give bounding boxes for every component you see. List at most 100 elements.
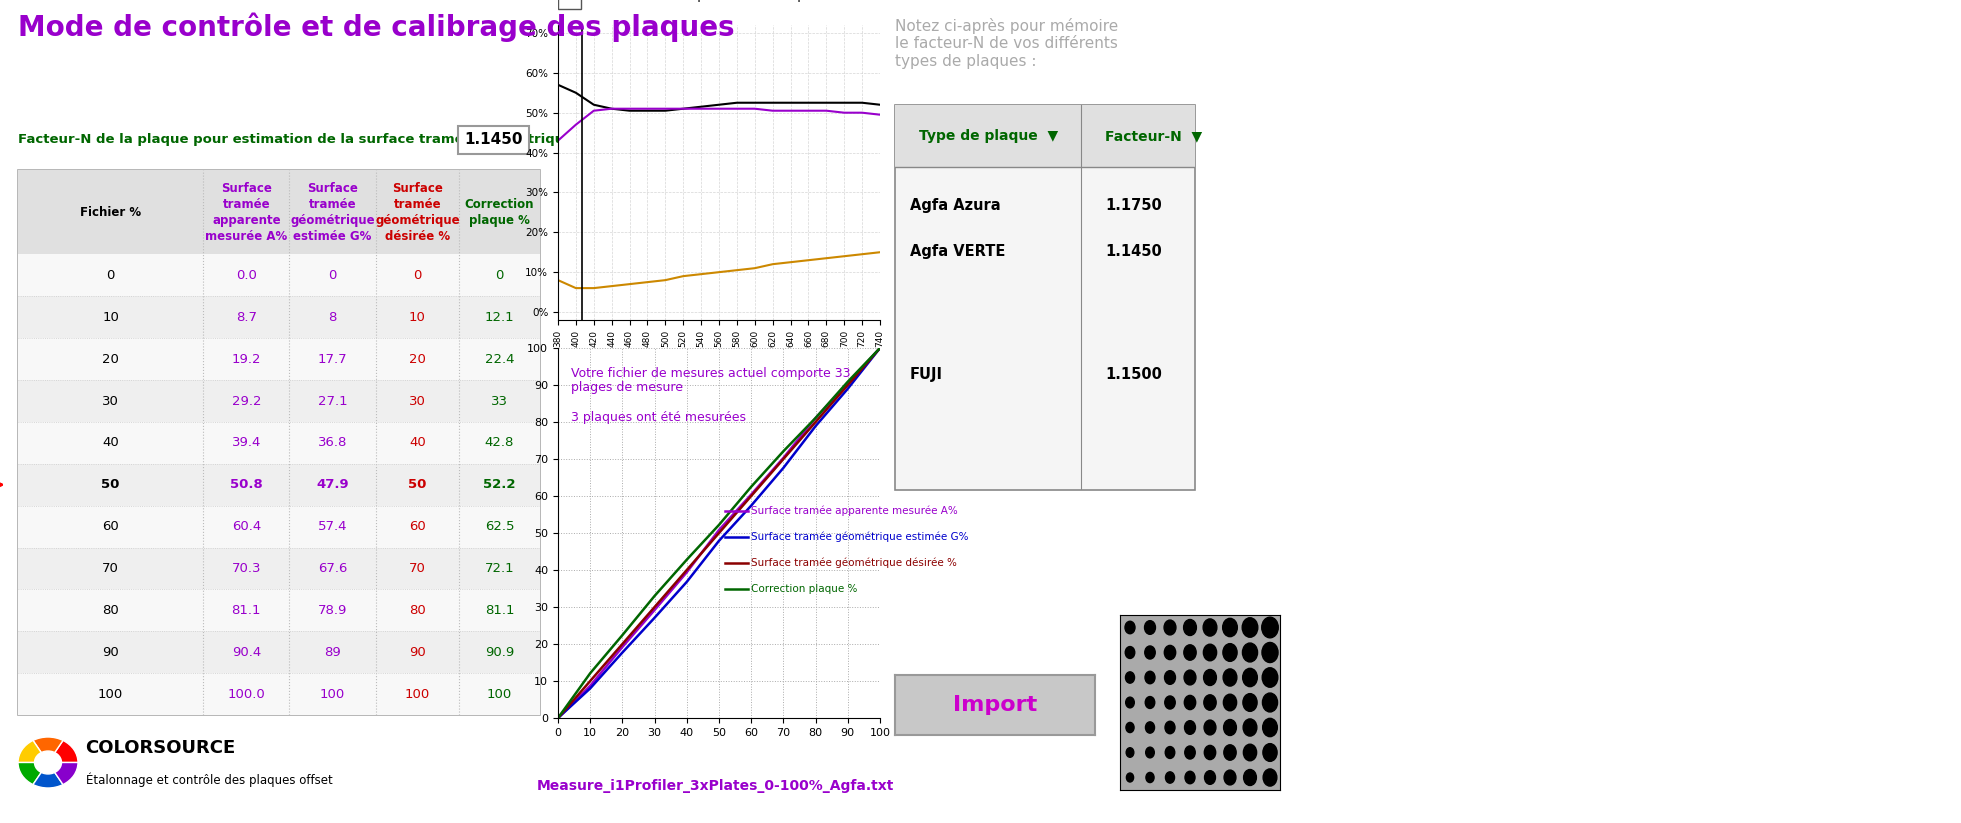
Circle shape <box>1204 669 1216 686</box>
Circle shape <box>1224 745 1235 760</box>
Circle shape <box>1184 695 1196 709</box>
Text: 50.8: 50.8 <box>229 478 263 491</box>
Text: 10: 10 <box>410 311 426 323</box>
Text: Plaque 100 %: Plaque 100 % <box>675 0 761 2</box>
Circle shape <box>1224 695 1237 711</box>
Circle shape <box>1243 694 1257 711</box>
Circle shape <box>1126 697 1133 708</box>
Text: Surface
tramée
apparente
mesurée A%: Surface tramée apparente mesurée A% <box>206 182 288 243</box>
Text: 57.4: 57.4 <box>318 520 347 533</box>
Text: 29.2: 29.2 <box>231 394 261 407</box>
Circle shape <box>1204 770 1216 784</box>
Circle shape <box>1145 621 1155 635</box>
Circle shape <box>1263 643 1279 663</box>
Text: 33: 33 <box>490 394 508 407</box>
Circle shape <box>1184 771 1194 783</box>
Text: Agfa Azura: Agfa Azura <box>910 198 1000 212</box>
Text: 39.4: 39.4 <box>231 436 261 449</box>
Bar <box>18 254 539 296</box>
Text: Import: Import <box>953 695 1037 715</box>
Text: 8.7: 8.7 <box>235 311 257 323</box>
Text: 8: 8 <box>327 311 337 323</box>
Circle shape <box>1263 744 1277 761</box>
Text: 81.1: 81.1 <box>484 604 514 616</box>
Circle shape <box>1145 646 1155 659</box>
Text: 90: 90 <box>410 646 426 658</box>
Bar <box>18 631 539 673</box>
Circle shape <box>1165 671 1175 685</box>
Text: 19.2: 19.2 <box>231 352 261 365</box>
Wedge shape <box>18 762 47 784</box>
Bar <box>18 422 539 464</box>
Circle shape <box>1126 621 1135 634</box>
Text: 36.8: 36.8 <box>318 436 347 449</box>
Text: FUJI: FUJI <box>910 367 943 382</box>
Text: Filtre: Filtre <box>586 0 618 2</box>
Text: 50: 50 <box>102 478 120 491</box>
Text: Measure_i1Profiler_3xPlates_0-100%_Agfa.txt: Measure_i1Profiler_3xPlates_0-100%_Agfa.… <box>535 779 894 793</box>
Circle shape <box>1165 721 1175 734</box>
Text: 89: 89 <box>324 646 341 658</box>
Text: Votre fichier de mesures actuel comporte 33
plages de mesure: Votre fichier de mesures actuel comporte… <box>571 366 851 394</box>
Text: Surface tramée géométrique estimée G%: Surface tramée géométrique estimée G% <box>751 532 969 542</box>
Circle shape <box>1165 620 1177 635</box>
Text: 30: 30 <box>410 394 426 407</box>
Wedge shape <box>33 762 63 788</box>
Circle shape <box>1263 769 1277 786</box>
Text: 0.0: 0.0 <box>235 269 257 282</box>
Text: Correction plaque %: Correction plaque % <box>751 584 857 593</box>
Bar <box>18 547 539 589</box>
Circle shape <box>1243 719 1257 736</box>
Circle shape <box>1204 644 1216 661</box>
Bar <box>18 380 539 422</box>
Circle shape <box>1145 773 1155 783</box>
Wedge shape <box>47 741 78 762</box>
Text: 3 plaques ont été mesurées: 3 plaques ont été mesurées <box>571 411 745 424</box>
Text: Surface tramée géométrique désirée %: Surface tramée géométrique désirée % <box>751 557 957 568</box>
Circle shape <box>1126 672 1135 683</box>
Text: 42.8: 42.8 <box>484 436 514 449</box>
Circle shape <box>1243 770 1257 785</box>
Wedge shape <box>33 737 63 762</box>
Text: 0: 0 <box>414 269 422 282</box>
Circle shape <box>1224 644 1237 662</box>
Circle shape <box>1165 696 1175 709</box>
Bar <box>18 464 539 505</box>
Circle shape <box>1165 746 1175 759</box>
Text: 72.1: 72.1 <box>484 562 514 575</box>
Circle shape <box>1145 696 1155 709</box>
Circle shape <box>1243 744 1257 760</box>
Text: 80: 80 <box>410 604 426 616</box>
Text: 100: 100 <box>320 687 345 700</box>
Text: 100: 100 <box>486 687 512 700</box>
Text: 90.9: 90.9 <box>484 646 514 658</box>
Text: Facteur-N de la plaque pour estimation de la surface tramée géométrique  ►: Facteur-N de la plaque pour estimation d… <box>18 133 592 146</box>
Text: Agfa VERTE: Agfa VERTE <box>910 244 1006 258</box>
Text: 1.1750: 1.1750 <box>1104 198 1161 212</box>
Circle shape <box>1165 772 1175 783</box>
Circle shape <box>1184 670 1196 685</box>
Circle shape <box>1145 722 1155 733</box>
Text: 100.0: 100.0 <box>227 687 265 700</box>
Text: 70: 70 <box>102 562 120 575</box>
Text: 60.4: 60.4 <box>231 520 261 533</box>
Wedge shape <box>47 762 78 784</box>
Text: 0: 0 <box>496 269 504 282</box>
Text: 30: 30 <box>102 394 120 407</box>
Text: 0: 0 <box>327 269 337 282</box>
Text: COLORSOURCE: COLORSOURCE <box>86 738 235 756</box>
Text: 80: 80 <box>102 604 120 616</box>
Text: 50: 50 <box>408 478 427 491</box>
Text: 47.9: 47.9 <box>316 478 349 491</box>
Circle shape <box>1241 618 1257 637</box>
Text: Plaque 0 %: Plaque 0 % <box>775 0 843 2</box>
Text: 27.1: 27.1 <box>318 394 347 407</box>
Circle shape <box>1126 647 1135 658</box>
Circle shape <box>1184 746 1196 759</box>
Bar <box>18 589 539 631</box>
Text: 0: 0 <box>106 269 116 282</box>
Circle shape <box>1261 617 1279 638</box>
Text: 17.7: 17.7 <box>318 352 347 365</box>
Text: 20: 20 <box>410 352 426 365</box>
Text: Surface tramée apparente mesurée A%: Surface tramée apparente mesurée A% <box>751 505 959 516</box>
